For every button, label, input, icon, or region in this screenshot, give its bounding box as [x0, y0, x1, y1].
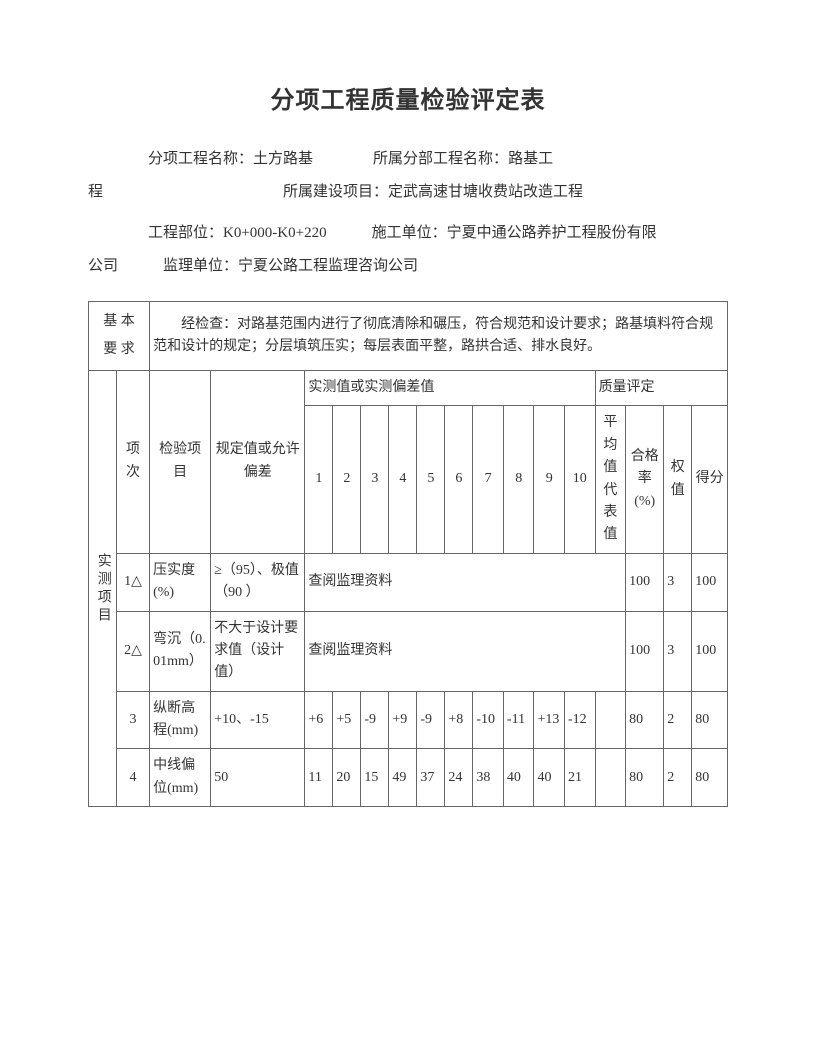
r4-spec: 50 — [211, 749, 305, 807]
r3-v10: -12 — [565, 691, 596, 749]
r3-v5: -9 — [417, 691, 445, 749]
r3-avg — [595, 691, 626, 749]
r4-item: 中线偏位(mm) — [150, 749, 211, 807]
r3-v9: +13 — [534, 691, 565, 749]
basic-req-label: 基 本要 求 — [89, 302, 150, 371]
r3-v2: +5 — [333, 691, 361, 749]
r4-v1: 11 — [305, 749, 333, 807]
r3-v6: +8 — [445, 691, 473, 749]
r4-v10: 21 — [565, 749, 596, 807]
r1-seq: 1△ — [117, 553, 150, 611]
meta-line2-prefix: 程 — [88, 184, 103, 200]
r4-v3: 15 — [361, 749, 389, 807]
hdr-c6: 6 — [445, 406, 473, 553]
r4-seq: 4 — [117, 749, 150, 807]
r1-weight: 3 — [664, 553, 692, 611]
r3-pass: 80 — [626, 691, 664, 749]
r3-v3: -9 — [361, 691, 389, 749]
basic-req-row: 基 本要 求 经检查：对路基范围内进行了彻底清除和碾压，符合规范和设计要求；路基… — [89, 302, 728, 371]
r4-v9: 40 — [534, 749, 565, 807]
meta-section-value: 路基工 — [508, 151, 553, 167]
hdr-seq: 项次 — [117, 371, 150, 554]
hdr-c1: 1 — [305, 406, 333, 553]
meta-contractor-value: 宁夏中通公路养护工程股份有限 — [447, 225, 657, 241]
hdr-c5: 5 — [417, 406, 445, 553]
r4-pass: 80 — [626, 749, 664, 807]
meta-contractor-label: 施工单位： — [372, 225, 447, 241]
hdr-c4: 4 — [389, 406, 417, 553]
hdr-avg: 平均值代表值 — [595, 406, 626, 553]
hdr-c2: 2 — [333, 406, 361, 553]
meta-subproj-label: 分项工程名称： — [148, 151, 253, 167]
r3-item: 纵断高程(mm) — [150, 691, 211, 749]
meta-section-label: 所属分部工程名称： — [373, 151, 508, 167]
basic-req-text: 经检查：对路基范围内进行了彻底清除和碾压，符合规范和设计要求；路基填料符合规范和… — [150, 302, 728, 371]
r3-v4: +9 — [389, 691, 417, 749]
r4-weight: 2 — [664, 749, 692, 807]
hdr-item: 检验项目 — [150, 371, 211, 554]
meta-supervisor-label: 监理单位： — [163, 258, 238, 274]
r4-v2: 20 — [333, 749, 361, 807]
hdr-c3: 3 — [361, 406, 389, 553]
hdr-meas-group: 实测值或实测偏差值 — [305, 371, 595, 406]
r4-v8: 40 — [503, 749, 534, 807]
r4-avg — [595, 749, 626, 807]
meta-part-value: K0+000-K0+220 — [223, 225, 327, 241]
hdr-weight: 权值 — [664, 406, 692, 553]
r2-item: 弯沉（0.01mm） — [150, 611, 211, 691]
r3-spec: +10、-15 — [211, 691, 305, 749]
meta-line4-prefix: 公司 — [88, 258, 118, 274]
r4-v6: 24 — [445, 749, 473, 807]
data-row-2: 2△ 弯沉（0.01mm） 不大于设计要求值（设计值） 查阅监理资料 100 3… — [89, 611, 728, 691]
r1-merged: 查阅监理资料 — [305, 553, 626, 611]
header-row-1: 实测项目 项次 检验项目 规定值或允许偏差 实测值或实测偏差值 质量评定 — [89, 371, 728, 406]
r3-seq: 3 — [117, 691, 150, 749]
r4-v4: 49 — [389, 749, 417, 807]
doc-title: 分项工程质量检验评定表 — [88, 80, 728, 115]
hdr-c7: 7 — [473, 406, 504, 553]
r2-pass: 100 — [626, 611, 664, 691]
hdr-c8: 8 — [503, 406, 534, 553]
meta-build-value: 定武高速甘塘收费站改造工程 — [388, 184, 583, 200]
measured-section-label: 实测项目 — [89, 371, 117, 807]
r3-v1: +6 — [305, 691, 333, 749]
r1-item: 压实度(%) — [150, 553, 211, 611]
r2-weight: 3 — [664, 611, 692, 691]
r4-v7: 38 — [473, 749, 504, 807]
r3-v8: -11 — [503, 691, 534, 749]
meta-block: 分项工程名称：土方路基 所属分部工程名称：路基工 程 所属建设项目：定武高速甘塘… — [88, 143, 728, 283]
meta-subproj-value: 土方路基 — [253, 151, 313, 167]
hdr-spec: 规定值或允许偏差 — [211, 371, 305, 554]
r2-score: 100 — [692, 611, 728, 691]
r3-weight: 2 — [664, 691, 692, 749]
r2-spec: 不大于设计要求值（设计值） — [211, 611, 305, 691]
r1-spec: ≥（95）、极值（90 ） — [211, 553, 305, 611]
meta-build-label: 所属建设项目： — [283, 184, 388, 200]
r3-score: 80 — [692, 691, 728, 749]
r2-seq: 2△ — [117, 611, 150, 691]
evaluation-table: 基 本要 求 经检查：对路基范围内进行了彻底清除和碾压，符合规范和设计要求；路基… — [88, 301, 728, 807]
hdr-pass: 合格率(%) — [626, 406, 664, 553]
hdr-qual-group: 质量评定 — [595, 371, 727, 406]
hdr-c9: 9 — [534, 406, 565, 553]
data-row-1: 1△ 压实度(%) ≥（95）、极值（90 ） 查阅监理资料 100 3 100 — [89, 553, 728, 611]
hdr-score: 得分 — [692, 406, 728, 553]
data-row-4: 4 中线偏位(mm) 50 11 20 15 49 37 24 38 40 40… — [89, 749, 728, 807]
r4-score: 80 — [692, 749, 728, 807]
data-row-3: 3 纵断高程(mm) +10、-15 +6 +5 -9 +9 -9 +8 -10… — [89, 691, 728, 749]
r2-merged: 查阅监理资料 — [305, 611, 626, 691]
meta-part-label: 工程部位： — [148, 225, 223, 241]
r3-v7: -10 — [473, 691, 504, 749]
meta-supervisor-value: 宁夏公路工程监理咨询公司 — [238, 258, 418, 274]
r4-v5: 37 — [417, 749, 445, 807]
r1-score: 100 — [692, 553, 728, 611]
hdr-c10: 10 — [565, 406, 596, 553]
r1-pass: 100 — [626, 553, 664, 611]
